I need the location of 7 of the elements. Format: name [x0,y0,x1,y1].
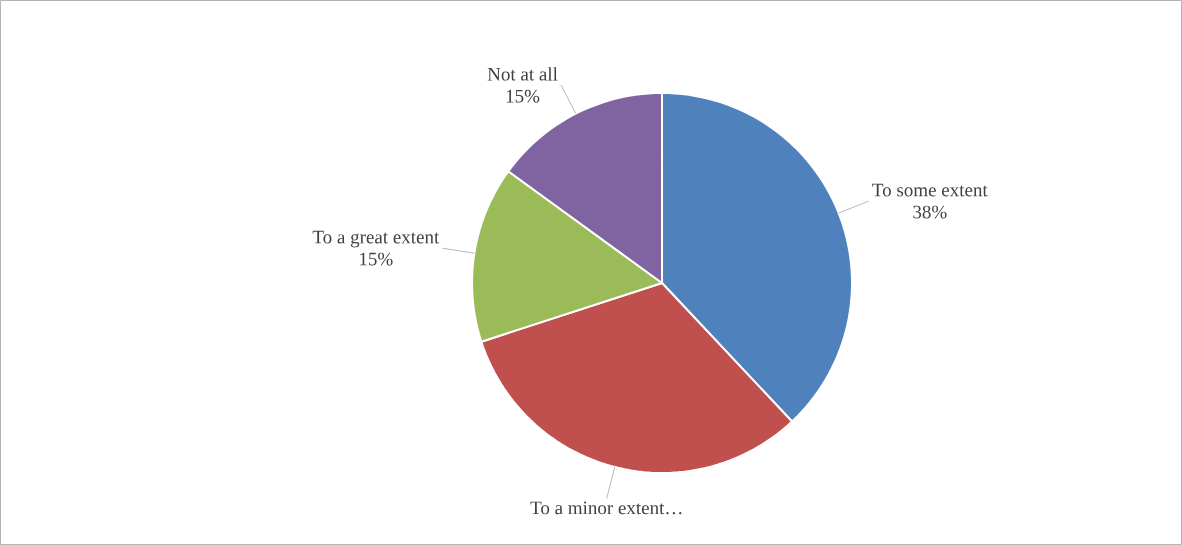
data-label: 15% [506,89,540,103]
slice-label: Not at all [487,67,558,81]
slice-label: To some extent [872,183,988,197]
data-label: 38% [913,205,947,219]
slice-label: To a great extent [312,230,440,248]
slice-label: To a minor extent… [530,501,682,515]
data-label: 15% [360,252,393,266]
